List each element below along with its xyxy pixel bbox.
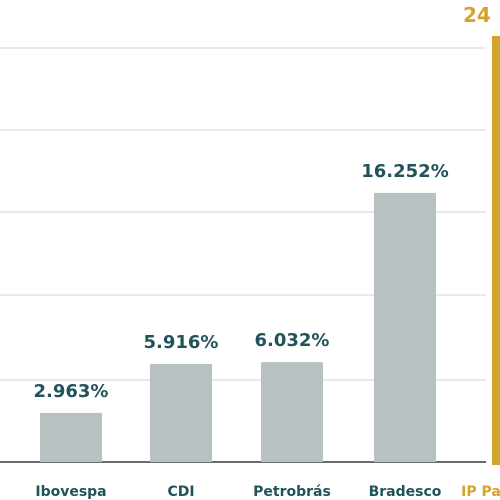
bar-bradesco <box>374 192 436 462</box>
value-label: 2.963% <box>34 381 109 402</box>
category-label: Bradesco <box>369 484 442 500</box>
category-label: Petrobrás <box>253 484 331 500</box>
category-label: IP Pa <box>461 484 500 500</box>
bar-highlight <box>492 36 500 465</box>
highlight-series: 24 <box>463 3 500 465</box>
bars <box>40 192 436 462</box>
value-label: 16.252% <box>361 161 449 182</box>
category-label: CDI <box>167 484 194 500</box>
value-label: 5.916% <box>144 332 219 353</box>
highlight-value-label: 24 <box>463 3 491 27</box>
value-label: 6.032% <box>255 330 330 351</box>
value-labels: 2.963% 5.916% 6.032% 16.252% <box>34 161 449 402</box>
category-label: Ibovespa <box>35 484 106 500</box>
bar-petrobr-s <box>261 362 323 462</box>
bar-cdi <box>150 364 212 462</box>
category-labels: Ibovespa CDI Petrobrás Bradesco IP Pa <box>35 484 500 500</box>
bar-ibovespa <box>40 412 102 462</box>
